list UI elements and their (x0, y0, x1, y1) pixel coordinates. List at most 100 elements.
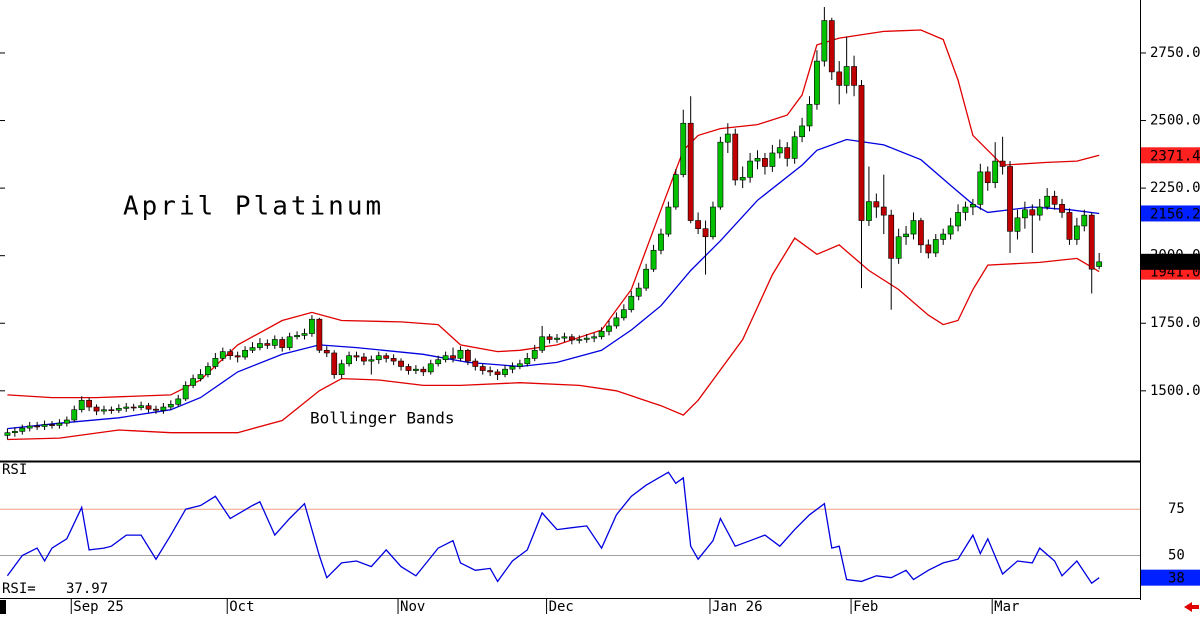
candle-body (977, 171, 984, 205)
candle-body (286, 336, 293, 348)
candle-body (591, 336, 598, 339)
candle-body (63, 419, 70, 424)
candle-body (635, 287, 642, 297)
x-tick-label: Feb (853, 599, 878, 615)
candle-body (903, 233, 909, 238)
candle-body (123, 406, 130, 409)
y-tick-label: 2500.0 (1150, 113, 1200, 129)
candle-body (145, 405, 152, 410)
candle-body (925, 244, 932, 254)
last-value-label: 2371.4 (1150, 148, 1200, 164)
candle-body (1073, 225, 1080, 240)
candle-body (776, 147, 783, 154)
candle-body (561, 336, 568, 339)
x-tick-label: Oct (229, 599, 254, 615)
candle-body (539, 336, 546, 351)
candle-body (650, 249, 657, 270)
candle-body (672, 174, 679, 208)
candle-body (710, 206, 716, 238)
candle-body (450, 355, 456, 359)
candle-body (955, 212, 961, 227)
candle-body (182, 385, 189, 400)
candle-body (361, 356, 367, 362)
candle-body (799, 125, 805, 138)
candle-body (695, 220, 702, 229)
candle-body (598, 331, 605, 338)
readout-bg (0, 580, 116, 597)
last-value-label: 1977.3 (1150, 255, 1200, 271)
candle-body (41, 424, 48, 427)
candle-body (1036, 206, 1043, 216)
candle-body (108, 409, 115, 412)
candle-body (576, 339, 583, 341)
x-tick-label: Nov (400, 599, 425, 615)
scroll-marker (0, 600, 6, 614)
candle-body (11, 431, 18, 434)
candle-body (828, 20, 835, 73)
candle-body (717, 141, 724, 208)
candle-body (190, 378, 196, 386)
candle-body (568, 336, 575, 341)
y-tick-label: 1500.0 (1150, 383, 1200, 399)
last-value-label: 38 (1168, 571, 1185, 587)
candle-body (34, 425, 41, 428)
annotation: Bollinger Bands (310, 409, 455, 428)
candle-body (1007, 166, 1013, 232)
candle-body (620, 309, 627, 319)
candle-body (762, 158, 768, 167)
y-tick-label: 2250.0 (1150, 180, 1200, 196)
candle-body (1029, 209, 1036, 216)
candle-body (947, 225, 954, 235)
candle-body (1081, 214, 1088, 227)
candle-body (1059, 204, 1065, 213)
candle-body (101, 409, 107, 412)
candle-body (4, 432, 11, 436)
candle-body (583, 337, 590, 340)
candle-body (368, 359, 375, 362)
candle-body (442, 355, 449, 361)
candle-body (531, 349, 538, 359)
candle-body (115, 408, 122, 411)
candle-body (130, 406, 137, 409)
candle-body (56, 422, 63, 426)
readout-label: RSI= (2, 581, 36, 597)
candle-body (962, 206, 969, 213)
candle-body (858, 85, 865, 221)
candle-body (383, 355, 390, 359)
scroll-arrow[interactable] (1184, 602, 1199, 612)
candle-body (992, 160, 999, 184)
candle-body (732, 133, 739, 181)
x-tick-label: Sep 25 (73, 599, 124, 615)
candle-body (784, 147, 791, 159)
last-value-box (1141, 205, 1200, 222)
candle-body (769, 152, 776, 167)
candle-body (487, 370, 494, 373)
candle-body (851, 66, 857, 86)
candle-body (724, 133, 731, 143)
candle-body (93, 406, 100, 412)
candle-body (1066, 212, 1073, 240)
candle-body (167, 404, 174, 408)
candle-body (138, 405, 145, 408)
candle-body (279, 339, 286, 348)
candle-body (524, 358, 531, 365)
candle-body (910, 220, 917, 235)
candle-body (836, 71, 843, 86)
candle-body (984, 171, 991, 184)
candle-body (197, 374, 204, 379)
candle-body (309, 318, 315, 334)
candle-body (153, 408, 159, 411)
candle-body (918, 220, 924, 246)
candle-body (1044, 195, 1051, 208)
candle-body (546, 336, 553, 340)
candle-body (806, 104, 813, 127)
candle-body (791, 136, 798, 159)
candle-body (26, 425, 33, 429)
candle-body (1051, 195, 1058, 205)
band-line (7, 29, 1100, 399)
y-tick-label: 75 (1168, 501, 1185, 517)
candle-body (702, 228, 709, 238)
candle-body (457, 349, 464, 359)
candle-body (613, 317, 620, 327)
